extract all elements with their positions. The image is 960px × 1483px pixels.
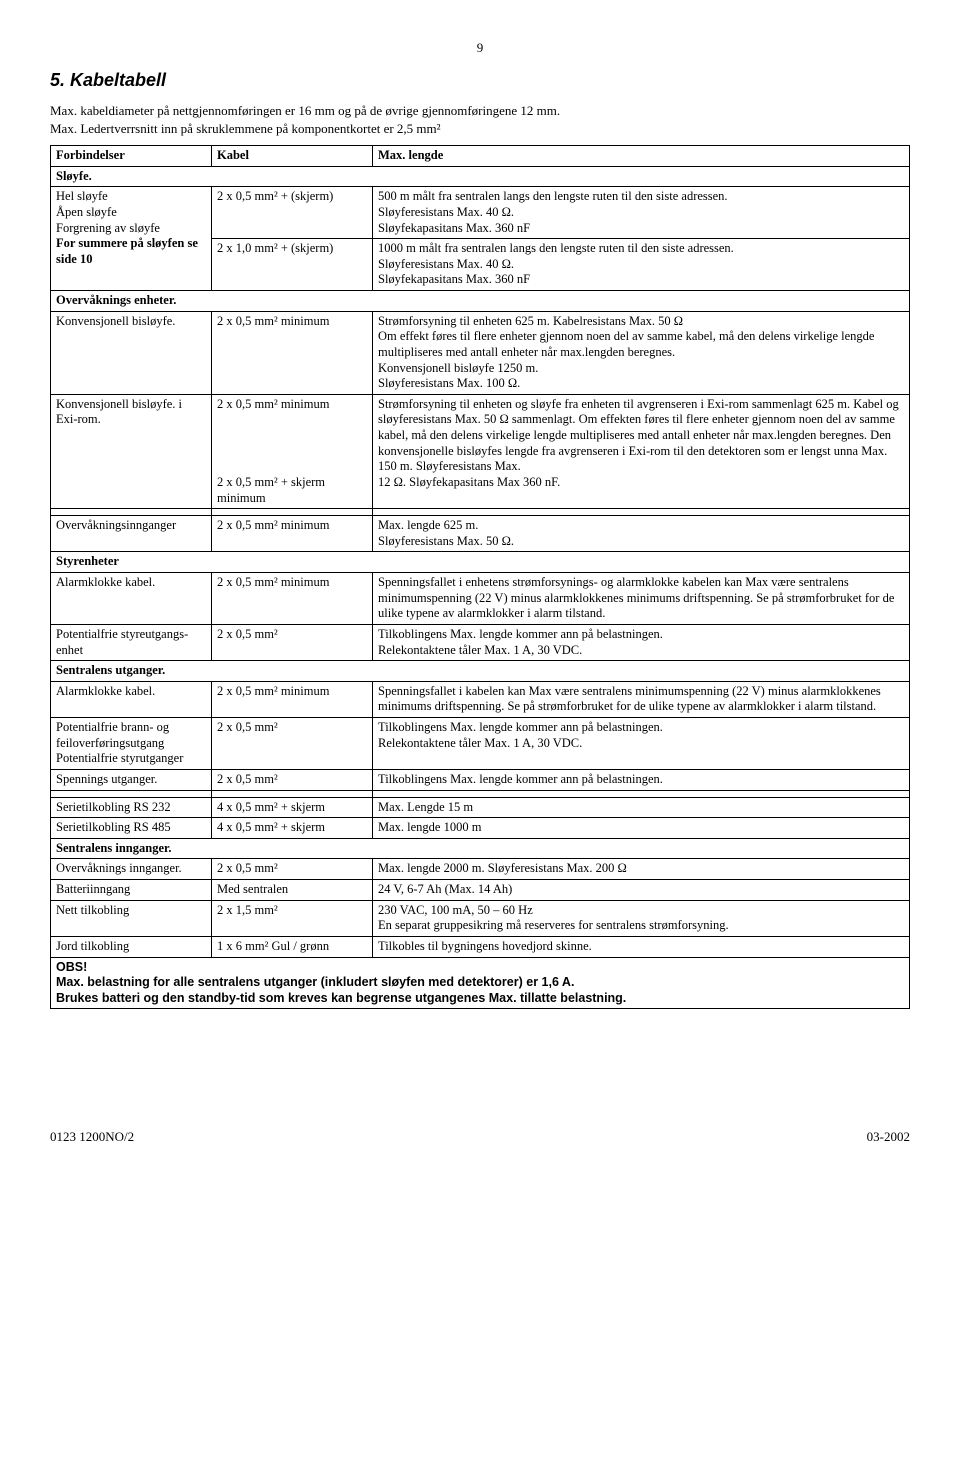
cell: 24 V, 6-7 Ah (Max. 14 Ah) (373, 880, 910, 901)
cell: Jord tilkobling (51, 936, 212, 957)
section-overvaknings-enheter: Overvåknings enheter. (51, 291, 910, 312)
cell: Serietilkobling RS 232 (51, 797, 212, 818)
header-kabel: Kabel (212, 146, 373, 167)
cell: Tilkoblingens Max. lengde kommer ann på … (373, 769, 910, 790)
obs-label: OBS! (56, 960, 87, 974)
cell: Batteriinngang (51, 880, 212, 901)
footer-right: 03-2002 (867, 1129, 910, 1145)
table-row: Overvåkningsinnganger 2 x 0,5 mm² minimu… (51, 516, 910, 552)
intro-line-2: Max. Ledertverrsnitt inn på skruklemmene… (50, 121, 910, 137)
section-label: Sentralens innganger. (51, 838, 910, 859)
cell: 2 x 0,5 mm² (212, 859, 373, 880)
cell: 500 m målt fra sentralen langs den lengs… (373, 187, 910, 239)
table-row: Alarmklokke kabel. 2 x 0,5 mm² minimum S… (51, 573, 910, 625)
cell: Konvensjonell bisløyfe. i Exi-rom. (51, 394, 212, 508)
cell: Max. lengde 2000 m. Sløyferesistans Max.… (373, 859, 910, 880)
cell: 4 x 0,5 mm² + skjerm (212, 818, 373, 839)
cell: 2 x 0,5 mm² (212, 624, 373, 660)
intro-block: Max. kabeldiameter på nettgjennomføringe… (50, 103, 910, 137)
cell: Overvåknings innganger. (51, 859, 212, 880)
cell: 2 x 0,5 mm² (212, 769, 373, 790)
cell: 1000 m målt fra sentralen langs den leng… (373, 239, 910, 291)
cell: Hel sløyfeÅpen sløyfeForgrening av sløyf… (51, 187, 212, 291)
text: 12 Ω. Sløyfekapasitans Max 360 nF. (378, 475, 560, 489)
cell: 2 x 1,5 mm² (212, 900, 373, 936)
section-label: Styrenheter (51, 552, 910, 573)
table-row: Jord tilkobling 1 x 6 mm² Gul / grønn Ti… (51, 936, 910, 957)
footer-left: 0123 1200NO/2 (50, 1129, 134, 1145)
table-row: Potentialfrie brann- og feiloverføringsu… (51, 718, 910, 770)
table-row: Serietilkobling RS 232 4 x 0,5 mm² + skj… (51, 797, 910, 818)
cell: Overvåkningsinnganger (51, 516, 212, 552)
text-bold: For summere på sløyfen se side 10 (56, 236, 198, 266)
section-heading: 5. Kabeltabell (50, 70, 910, 91)
intro-line-1: Max. kabeldiameter på nettgjennomføringe… (50, 103, 910, 119)
page-number: 9 (50, 40, 910, 56)
page-footer: 0123 1200NO/2 03-2002 (50, 1129, 910, 1145)
cell: 1 x 6 mm² Gul / grønn (212, 936, 373, 957)
cell: 2 x 0,5 mm² minimum (212, 516, 373, 552)
cell: Konvensjonell bisløyfe. (51, 311, 212, 394)
cell: 230 VAC, 100 mA, 50 – 60 HzEn separat gr… (373, 900, 910, 936)
section-sloyfe: Sløyfe. (51, 166, 910, 187)
cell: Strømforsyning til enheten og sløyfe fra… (373, 394, 910, 508)
table-row: Potentialfrie styreutgangs-enhet 2 x 0,5… (51, 624, 910, 660)
cell: 2 x 0,5 mm² (212, 718, 373, 770)
table-row: Konvensjonell bisløyfe. 2 x 0,5 mm² mini… (51, 311, 910, 394)
header-forbindelser: Forbindelser (51, 146, 212, 167)
cell: Max. lengde 625 m.Sløyferesistans Max. 5… (373, 516, 910, 552)
text: Hel sløyfeÅpen sløyfeForgrening av sløyf… (56, 189, 160, 234)
text: 2 x 0,5 mm² + skjerm minimum (217, 475, 325, 505)
cell: Max. Lengde 15 m (373, 797, 910, 818)
spacer-row (51, 509, 910, 516)
section-label: Overvåknings enheter. (51, 291, 910, 312)
table-row: Serietilkobling RS 485 4 x 0,5 mm² + skj… (51, 818, 910, 839)
cell: 2 x 0,5 mm² minimum 2 x 0,5 mm² + skjerm… (212, 394, 373, 508)
cell: Spennings utganger. (51, 769, 212, 790)
obs-note-1: Max. belastning for alle sentralens utga… (56, 975, 574, 989)
cell: 2 x 1,0 mm² + (skjerm) (212, 239, 373, 291)
spacer-row (51, 790, 910, 797)
table-row: Hel sløyfeÅpen sløyfeForgrening av sløyf… (51, 187, 910, 239)
cell: Serietilkobling RS 485 (51, 818, 212, 839)
cell: Max. lengde 1000 m (373, 818, 910, 839)
section-label: Sløyfe. (51, 166, 910, 187)
cell: Potentialfrie styreutgangs-enhet (51, 624, 212, 660)
text: Strømforsyning til enheten og sløyfe fra… (378, 397, 899, 474)
cell: 2 x 0,5 mm² minimum (212, 681, 373, 717)
section-styrenheter: Styrenheter (51, 552, 910, 573)
table-row: Konvensjonell bisløyfe. i Exi-rom. 2 x 0… (51, 394, 910, 508)
cell: 2 x 0,5 mm² minimum (212, 573, 373, 625)
cell: Spenningsfallet i kabelen kan Max være s… (373, 681, 910, 717)
header-row: Forbindelser Kabel Max. lengde (51, 146, 910, 167)
cell: Tilkobles til bygningens hovedjord skinn… (373, 936, 910, 957)
cell: Alarmklokke kabel. (51, 681, 212, 717)
section-sentralens-utganger: Sentralens utganger. (51, 661, 910, 682)
section-label: Sentralens utganger. (51, 661, 910, 682)
table-row: Alarmklokke kabel. 2 x 0,5 mm² minimum S… (51, 681, 910, 717)
cell: Alarmklokke kabel. (51, 573, 212, 625)
cell: 4 x 0,5 mm² + skjerm (212, 797, 373, 818)
section-sentralens-innganger: Sentralens innganger. (51, 838, 910, 859)
cell: Spenningsfallet i enhetens strømforsynin… (373, 573, 910, 625)
cable-table: Forbindelser Kabel Max. lengde Sløyfe. H… (50, 145, 910, 1009)
cell: 2 x 0,5 mm² + (skjerm) (212, 187, 373, 239)
table-row: Spennings utganger. 2 x 0,5 mm² Tilkobli… (51, 769, 910, 790)
cell: Tilkoblingens Max. lengde kommer ann på … (373, 624, 910, 660)
table-row: Nett tilkobling 2 x 1,5 mm² 230 VAC, 100… (51, 900, 910, 936)
text: 2 x 0,5 mm² minimum (217, 397, 329, 411)
obs-cell: OBS! Max. belastning for alle sentralens… (51, 957, 910, 1009)
obs-note-2: Brukes batteri og den standby-tid som kr… (56, 991, 626, 1005)
obs-row: OBS! Max. belastning for alle sentralens… (51, 957, 910, 1009)
cell: 2 x 0,5 mm² minimum (212, 311, 373, 394)
table-row: Overvåknings innganger. 2 x 0,5 mm² Max.… (51, 859, 910, 880)
table-row: Batteriinngang Med sentralen 24 V, 6-7 A… (51, 880, 910, 901)
header-max-lengde: Max. lengde (373, 146, 910, 167)
cell: Potentialfrie brann- og feiloverføringsu… (51, 718, 212, 770)
cell: Strømforsyning til enheten 625 m. Kabelr… (373, 311, 910, 394)
cell: Nett tilkobling (51, 900, 212, 936)
cell: Tilkoblingens Max. lengde kommer ann på … (373, 718, 910, 770)
cell: Med sentralen (212, 880, 373, 901)
